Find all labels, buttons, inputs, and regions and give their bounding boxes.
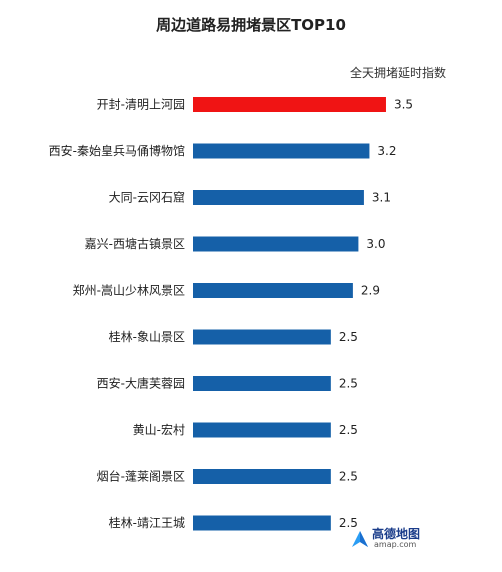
value-label: 3.5: [394, 98, 413, 112]
bar: [193, 422, 331, 438]
value-label: 2.5: [339, 423, 358, 437]
value-label: 3.2: [377, 144, 396, 158]
series-label: 全天拥堵延时指数: [349, 66, 446, 80]
value-label: 2.5: [339, 377, 358, 391]
category-label: 大同-云冈石窟: [109, 190, 185, 205]
value-label: 2.9: [361, 284, 380, 298]
value-label: 3.1: [372, 191, 391, 205]
bar: [193, 515, 331, 531]
bar: [193, 97, 386, 112]
bar: [193, 469, 331, 484]
value-label: 2.5: [339, 516, 358, 530]
category-label: 黄山-宏村: [133, 422, 185, 437]
bar: [193, 143, 370, 159]
amap-logo-icon: [352, 531, 368, 547]
logo-name: 高德地图: [372, 527, 421, 541]
amap-logo: 高德地图 amap.com: [350, 525, 460, 555]
chart-title: 周边道路易拥堵景区TOP10: [156, 16, 346, 34]
category-label: 西安-秦始皇兵马俑博物馆: [49, 143, 185, 158]
bar: [193, 376, 331, 391]
bar: [193, 283, 353, 298]
logo-url: amap.com: [374, 540, 417, 549]
category-label: 桂林-靖江王城: [109, 515, 185, 530]
value-label: 3.0: [366, 237, 385, 251]
value-label: 2.5: [339, 330, 358, 344]
category-label: 桂林-象山景区: [109, 329, 185, 344]
category-label: 郑州-嵩山少林风景区: [73, 283, 185, 298]
category-label: 开封-清明上河园: [97, 98, 185, 112]
bar: [193, 190, 364, 205]
bar: [193, 329, 331, 345]
value-label: 2.5: [339, 470, 358, 484]
category-label: 嘉兴-西塘古镇景区: [85, 236, 185, 251]
category-label: 西安-大唐芙蓉园: [97, 376, 185, 391]
category-label: 烟台-蓬莱阁景区: [97, 469, 185, 484]
bar: [193, 236, 359, 252]
